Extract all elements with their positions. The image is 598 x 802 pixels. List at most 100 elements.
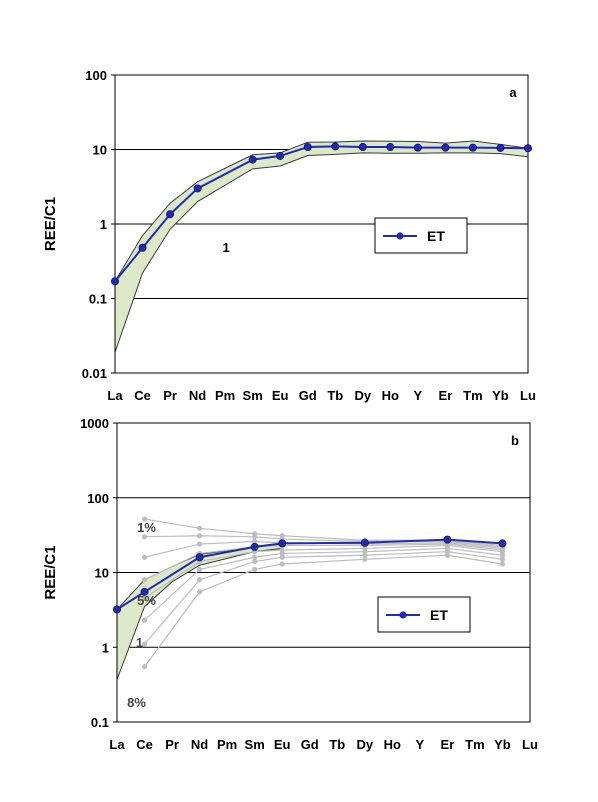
series-point <box>496 143 505 152</box>
x-tick-label: Ce <box>134 388 151 403</box>
model-point <box>141 595 148 602</box>
model-point <box>279 561 285 567</box>
series-point <box>303 143 312 152</box>
envelope-field <box>116 543 283 680</box>
model-point <box>141 617 148 623</box>
x-tick-label: Eu <box>272 388 289 403</box>
x-tick-label: Eu <box>274 737 291 752</box>
model-point <box>252 558 258 565</box>
y-tick-label: 10 <box>95 566 109 581</box>
model-point <box>141 516 148 522</box>
x-tick-label: Nd <box>189 388 206 403</box>
series-point <box>331 142 340 151</box>
y-tick-label: 0.01 <box>82 366 107 381</box>
series-point <box>193 184 202 193</box>
series-point <box>140 587 149 596</box>
y-tick-label: 0.1 <box>89 292 107 307</box>
model-point <box>499 556 506 562</box>
model-point <box>279 550 285 557</box>
model-point <box>499 549 506 555</box>
series-point <box>413 143 422 152</box>
y-axis-label: REE/C1 <box>42 197 59 251</box>
series-point <box>166 210 175 219</box>
model-point <box>444 549 450 555</box>
x-tick-label: Er <box>441 737 455 752</box>
x-tick-label: Sm <box>245 737 265 752</box>
model-point <box>197 525 203 531</box>
x-tick-label: Gd <box>301 737 319 752</box>
model-point <box>141 641 148 647</box>
model-point <box>252 566 258 573</box>
y-tick-label: 1 <box>100 217 107 232</box>
model-point <box>141 534 148 540</box>
x-tick-label: Ce <box>136 737 153 752</box>
annotation-label: 5% <box>137 593 156 608</box>
x-tick-label: La <box>107 388 123 403</box>
model-point <box>141 664 148 670</box>
model-point <box>362 552 368 558</box>
model-curves <box>141 516 506 670</box>
x-tick-label: Gd <box>299 388 317 403</box>
series-point <box>248 155 257 164</box>
x-tick-label: Tb <box>329 737 345 752</box>
series-point <box>113 605 122 614</box>
model-point <box>279 554 285 560</box>
legend-marker <box>399 611 407 619</box>
model-point <box>197 577 203 583</box>
model-point <box>252 538 258 545</box>
legend-marker <box>396 232 404 240</box>
model-point <box>499 552 506 558</box>
y-tick-label: 10 <box>93 143 107 158</box>
series-point <box>276 151 285 160</box>
x-tick-label: Er <box>439 388 453 403</box>
legend: ET <box>377 596 471 633</box>
model-point <box>197 541 203 547</box>
series-point <box>111 277 120 286</box>
x-tick-label: Y <box>416 737 425 752</box>
model-point <box>141 554 148 560</box>
y-tick-label: 100 <box>87 491 109 506</box>
x-tick-label: Pm <box>217 737 237 752</box>
x-tick-label: Pm <box>215 388 235 403</box>
x-tick-label: Pr <box>165 737 179 752</box>
series-point <box>524 144 533 153</box>
model-point <box>252 534 258 540</box>
chart-panel-b: 0.1 1 10 100 1000 La Ce Pr Nd Pm Sm Eu Gd Tb Dy Ho Y Er Tm… <box>42 416 538 752</box>
annotation-label: 1 <box>136 635 143 650</box>
annotation-label: 8% <box>127 695 146 710</box>
x-tick-label: Y <box>414 388 423 403</box>
model-point <box>197 589 203 595</box>
series-point <box>358 143 367 152</box>
y-tick-label: 0.1 <box>91 715 109 730</box>
annotation-label: 1 <box>222 240 229 255</box>
model-point <box>197 566 203 573</box>
y-tick-label: 1 <box>102 640 109 655</box>
y-tick-label: 100 <box>85 68 107 83</box>
x-tick-label: Pr <box>163 388 177 403</box>
model-point <box>444 552 450 558</box>
y-axis-label: REE/C1 <box>42 545 59 599</box>
x-tick-label: La <box>109 737 125 752</box>
model-point <box>141 577 148 583</box>
x-tick-label: Ho <box>384 737 401 752</box>
chart-panel-a: 0.01 0.1 1 10 100 La Ce Pr Nd Pm Sm Eu Gd Tb Dy Ho Y Er Tm… <box>42 68 536 403</box>
series-point <box>468 143 477 152</box>
series-point <box>278 539 287 548</box>
legend-label: ET <box>430 607 448 623</box>
x-tick-label: Sm <box>243 388 263 403</box>
annotation-label: 1% <box>137 520 156 535</box>
model-point <box>197 533 203 539</box>
series-point <box>360 538 369 547</box>
x-tick-label: Dy <box>354 388 371 403</box>
x-tick-label: Tm <box>465 737 485 752</box>
x-tick-label: Lu <box>522 737 538 752</box>
legend: ET <box>374 217 468 254</box>
model-point <box>362 556 368 562</box>
model-point <box>499 561 506 567</box>
x-tick-label: Tm <box>463 388 483 403</box>
x-tick-label: Ho <box>382 388 399 403</box>
x-tick-label: Tb <box>327 388 343 403</box>
model-point <box>252 554 258 560</box>
